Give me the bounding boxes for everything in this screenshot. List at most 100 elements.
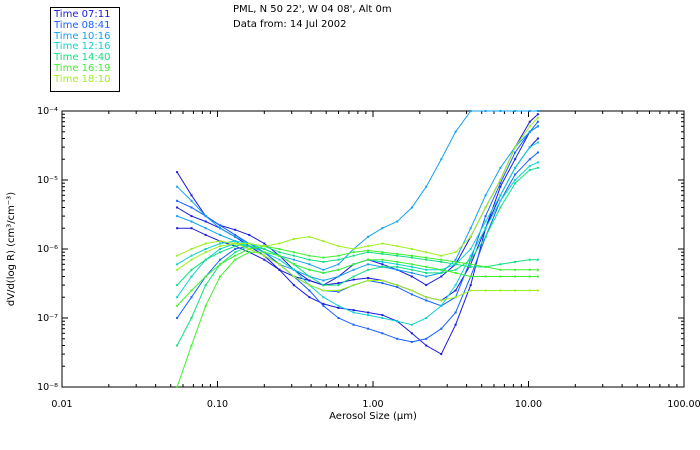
data-point bbox=[536, 268, 539, 271]
data-point bbox=[190, 268, 193, 271]
data-point bbox=[410, 256, 413, 259]
data-point bbox=[381, 227, 384, 230]
data-point bbox=[536, 151, 539, 154]
data-point bbox=[367, 235, 370, 238]
legend-item-0841: Time 08:41 bbox=[54, 19, 111, 31]
data-point bbox=[410, 206, 413, 209]
data-point bbox=[514, 166, 517, 169]
data-point bbox=[337, 284, 340, 287]
data-point bbox=[190, 199, 193, 202]
data-point bbox=[484, 265, 487, 268]
data-point bbox=[234, 248, 237, 250]
data-point bbox=[440, 271, 443, 274]
data-point bbox=[176, 296, 179, 299]
data-point bbox=[176, 185, 179, 188]
data-point bbox=[499, 179, 502, 181]
data-point bbox=[410, 254, 413, 257]
data-point bbox=[176, 254, 179, 257]
legend-item-1810: Time 18:10 bbox=[54, 73, 111, 85]
data-point bbox=[248, 245, 251, 248]
data-point bbox=[440, 158, 443, 161]
data-point bbox=[352, 311, 355, 314]
data-point bbox=[190, 275, 193, 278]
data-point bbox=[484, 289, 487, 292]
data-point bbox=[176, 344, 179, 347]
data-point bbox=[248, 251, 251, 254]
data-point bbox=[381, 279, 384, 282]
data-point bbox=[204, 284, 207, 287]
data-point bbox=[352, 251, 355, 254]
data-point bbox=[263, 248, 266, 250]
data-point bbox=[425, 275, 428, 278]
series-line bbox=[176, 245, 538, 307]
data-point bbox=[528, 125, 531, 128]
data-point bbox=[322, 260, 325, 263]
data-point bbox=[337, 268, 340, 271]
data-point bbox=[234, 228, 237, 231]
data-point bbox=[410, 293, 413, 296]
data-point bbox=[322, 240, 325, 243]
data-point bbox=[322, 279, 325, 282]
data-point bbox=[454, 268, 457, 271]
series-line bbox=[177, 138, 539, 301]
data-point bbox=[308, 296, 311, 299]
data-point bbox=[278, 242, 281, 245]
data-point bbox=[425, 268, 428, 271]
header-location: PML, N 50 22', W 04 08', Alt 0m bbox=[233, 4, 392, 15]
data-point bbox=[514, 151, 517, 154]
data-point bbox=[204, 242, 207, 245]
series-line bbox=[176, 240, 538, 301]
data-point bbox=[514, 110, 517, 112]
data-point bbox=[176, 263, 179, 266]
data-point bbox=[176, 215, 179, 218]
data-point bbox=[440, 268, 443, 271]
data-point bbox=[514, 179, 517, 181]
data-point bbox=[190, 254, 193, 257]
data-point bbox=[454, 130, 457, 133]
series-line bbox=[176, 121, 539, 307]
data-point bbox=[278, 258, 281, 261]
data-point bbox=[190, 258, 193, 261]
data-point bbox=[190, 317, 193, 319]
series-line bbox=[176, 110, 538, 271]
data-point bbox=[469, 265, 472, 268]
data-point bbox=[263, 251, 266, 254]
data-point bbox=[410, 248, 413, 250]
data-point bbox=[381, 332, 384, 335]
data-point bbox=[176, 284, 179, 287]
data-point bbox=[536, 116, 539, 119]
data-point bbox=[263, 254, 266, 257]
legend-item-1216: Time 12:16 bbox=[54, 41, 111, 53]
data-point bbox=[410, 332, 413, 335]
data-point bbox=[396, 254, 399, 257]
data-point bbox=[278, 248, 281, 250]
data-point bbox=[263, 258, 266, 261]
data-point bbox=[425, 258, 428, 261]
data-point bbox=[396, 245, 399, 248]
data-point bbox=[367, 277, 370, 279]
data-point bbox=[410, 265, 413, 268]
data-point bbox=[528, 168, 531, 171]
data-point bbox=[469, 289, 472, 292]
data-point bbox=[322, 271, 325, 274]
legend-item-1016: Time 10:16 bbox=[54, 30, 111, 42]
data-point bbox=[381, 251, 384, 254]
data-point bbox=[410, 340, 413, 343]
data-point bbox=[337, 289, 340, 292]
data-point bbox=[454, 263, 457, 266]
data-point bbox=[454, 258, 457, 261]
data-point bbox=[484, 275, 487, 278]
data-point bbox=[396, 320, 399, 323]
data-point bbox=[352, 309, 355, 312]
data-point bbox=[484, 110, 487, 112]
data-point bbox=[292, 268, 295, 271]
data-point bbox=[263, 245, 266, 248]
x-axis-title: Aerosol Size (μm) bbox=[329, 411, 417, 422]
data-point bbox=[536, 289, 539, 292]
x-tick-label: 10.00 bbox=[515, 399, 542, 410]
data-point bbox=[337, 290, 340, 293]
data-point bbox=[322, 256, 325, 259]
data-point bbox=[425, 256, 428, 259]
data-point bbox=[469, 284, 472, 287]
data-point bbox=[352, 268, 355, 271]
